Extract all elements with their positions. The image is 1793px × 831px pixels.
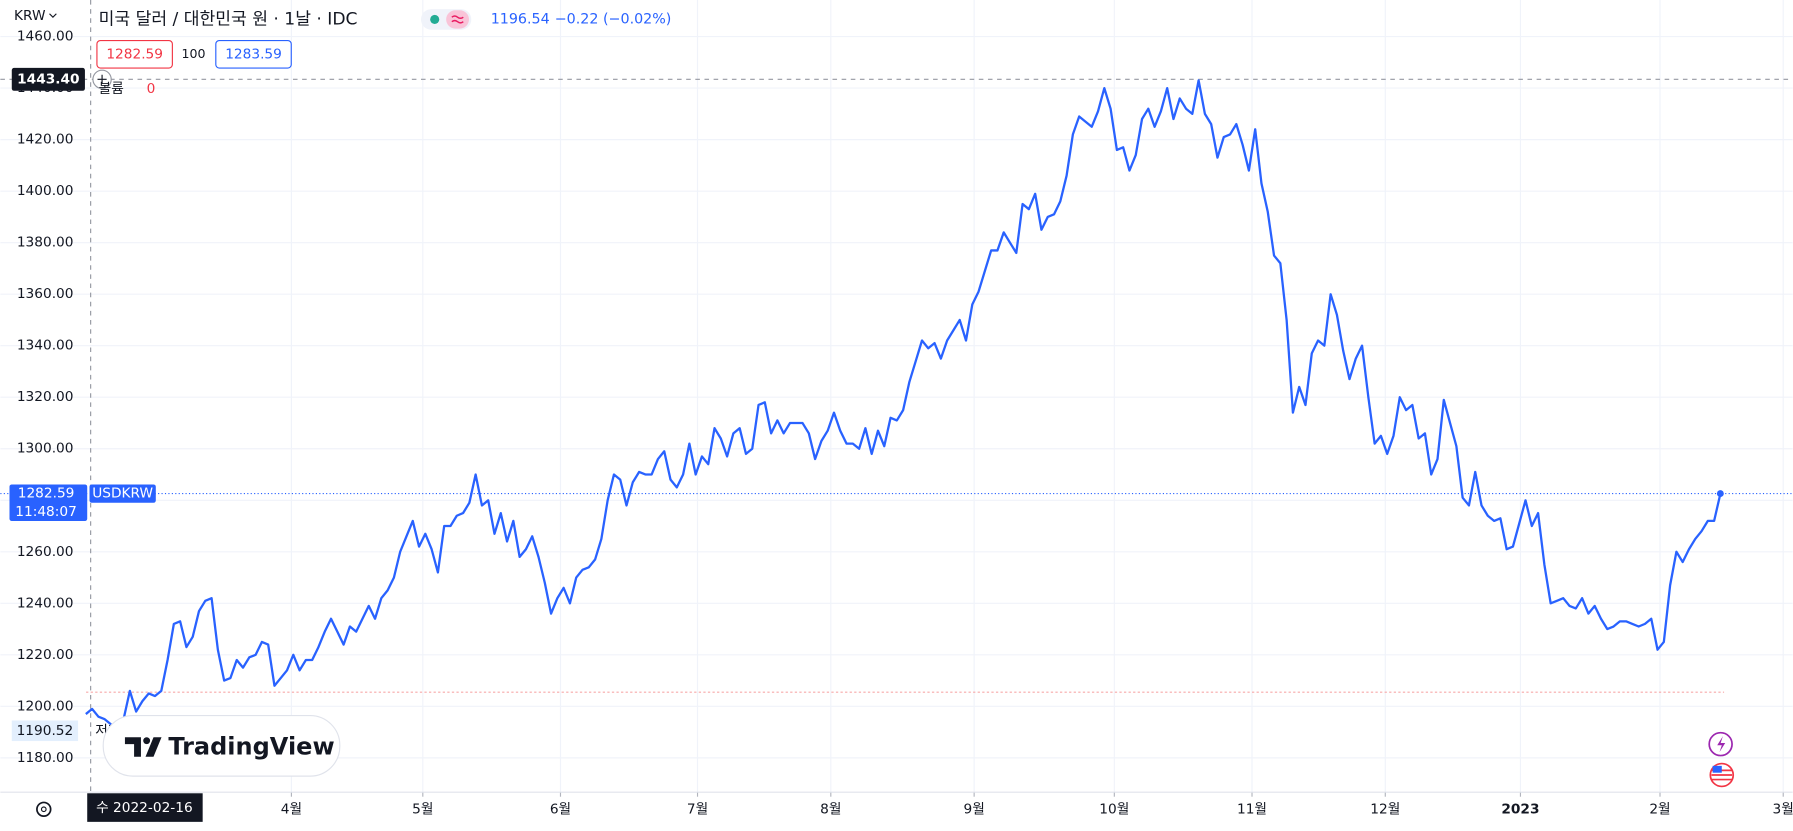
low-box — [11, 720, 79, 742]
x-tick-label: 7월 — [687, 801, 708, 817]
y-tick-label: 1240.00 — [17, 595, 74, 611]
gear-hub[interactable] — [40, 806, 47, 813]
volume: 0 — [147, 81, 156, 97]
x-tick-label: 11월 — [1237, 801, 1267, 817]
y-tick-label: 1360.00 — [17, 286, 74, 302]
y-tick-label: 1200.00 — [17, 698, 74, 714]
plot — [0, 0, 1793, 793]
y-tick-label: 1260.00 — [17, 544, 74, 560]
y-tick-label: 1400.00 — [17, 183, 74, 199]
market-dot — [430, 14, 440, 25]
flag-canton — [1712, 765, 1722, 773]
low-value: 1190.52 — [17, 723, 74, 739]
x-tick-label: 12월 — [1370, 801, 1400, 817]
volume-label: 볼륨 — [99, 81, 124, 97]
gear[interactable] — [36, 801, 52, 817]
y-tick-label: 1460.00 — [17, 29, 74, 45]
settings-icon[interactable] — [36, 801, 52, 817]
x-tick-label: 5월 — [412, 801, 433, 817]
y-tick-label: 1380.00 — [17, 235, 74, 251]
y-tick-label: 1300.00 — [17, 441, 74, 457]
quote: 1196.54 — [491, 11, 550, 27]
last-point — [1716, 490, 1724, 498]
series-label-box — [89, 484, 156, 503]
x-tick-label: 2023 — [1501, 801, 1539, 817]
symbol-menu[interactable]: KRW — [14, 8, 46, 24]
price-line — [85, 79, 1722, 731]
change: −0.22 (−0.02%) — [555, 11, 672, 27]
crosshair-price-box — [11, 67, 85, 91]
spread: 100 — [182, 46, 206, 61]
y-tick-label: 1180.00 — [17, 750, 74, 766]
grid — [0, 0, 1793, 797]
x-tick-label: 10월 — [1099, 801, 1129, 817]
y-tick-label: 1340.00 — [17, 338, 74, 354]
logo-dot — [143, 737, 151, 745]
delayed-badge — [446, 10, 469, 29]
price-label-box — [9, 484, 88, 522]
bolt — [1717, 736, 1726, 753]
crosshair-date-box — [87, 793, 203, 822]
crosshair-price: 1443.40 — [17, 71, 79, 87]
y-tick-label: 1220.00 — [17, 647, 74, 663]
add-plus — [97, 74, 107, 84]
x-tick-label: 2월 — [1649, 801, 1670, 817]
price-time: 11:48:07 — [15, 504, 77, 520]
x-tick-label: 4월 — [281, 801, 302, 817]
x-tick-label: 8월 — [820, 801, 841, 817]
x-tick-label: 6월 — [550, 801, 571, 817]
x-tick-label: 9월 — [963, 801, 984, 817]
labels: 1180.001200.001220.001240.001260.001280.… — [9, 29, 1793, 822]
price-label: 1282.59 — [18, 486, 75, 502]
ask: 1283.59 — [225, 46, 282, 62]
logo-mark — [124, 737, 162, 757]
crosshair-date: 수 2022-02-16 — [96, 800, 193, 816]
y-tick-label: 1320.00 — [17, 389, 74, 405]
chart-title: 미국 달러 / 대한민국 원 · 1날 · IDC — [99, 9, 358, 29]
bid: 1282.59 — [106, 46, 163, 62]
buy-button[interactable] — [215, 40, 292, 69]
x-tick-label: 3월 — [1773, 801, 1793, 817]
logo-text: TradingView — [168, 733, 334, 761]
chevron — [49, 13, 57, 18]
logo-box — [102, 714, 341, 777]
delayed-icon — [451, 15, 464, 24]
sell-button[interactable] — [96, 40, 173, 69]
series-name: USDKRW — [92, 486, 153, 502]
y-tick-label: 1420.00 — [17, 132, 74, 148]
